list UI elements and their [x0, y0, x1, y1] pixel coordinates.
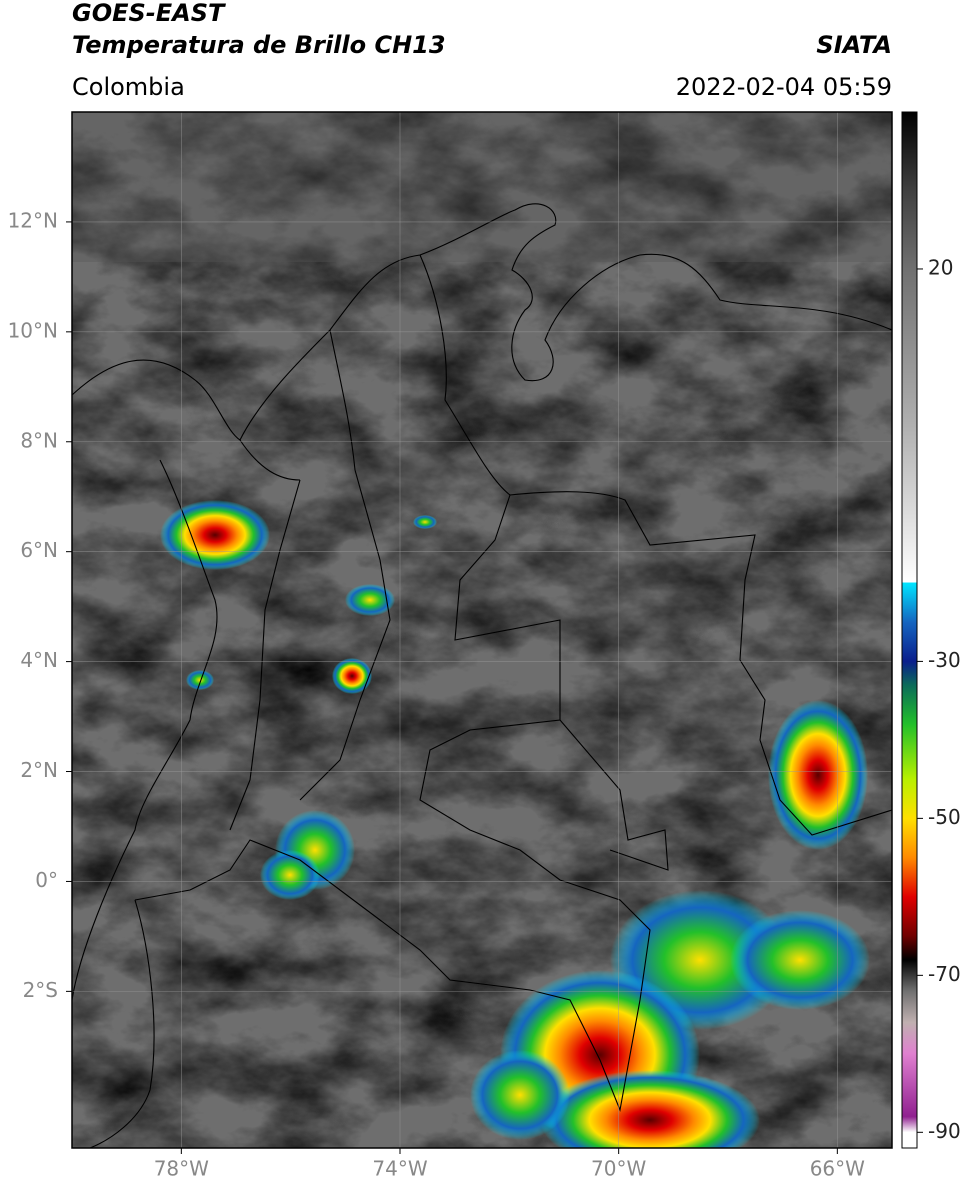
x-tick-label: 66°W: [810, 1157, 865, 1181]
source: SIATA: [816, 31, 892, 59]
y-tick-label: 2°N: [20, 758, 58, 782]
y-tick-label: 6°N: [20, 538, 58, 562]
colorbar-tick-label: -30: [928, 648, 961, 672]
x-tick-label: 74°W: [372, 1157, 427, 1181]
title: GOES-EAST: [72, 0, 226, 27]
x-tick-label: 78°W: [154, 1157, 209, 1181]
grid: [72, 112, 892, 1148]
colorbar: [901, 111, 918, 1149]
y-tick-label: 2°S: [23, 978, 58, 1002]
y-tick-label: 8°N: [20, 428, 58, 452]
y-tick-label: 0°: [35, 868, 58, 892]
colorbar-tick-label: 20: [928, 255, 953, 279]
y-tick-label: 10°N: [8, 318, 58, 342]
region: Colombia: [72, 73, 185, 101]
colorbar-tick-label: -50: [928, 805, 961, 829]
map: [72, 112, 892, 1148]
timestamp: 2022-02-04 05:59: [676, 73, 892, 101]
y-tick-label: 4°N: [20, 648, 58, 672]
caribbean-shade: [72, 112, 892, 262]
map-frame: [71, 111, 893, 1149]
subtitle: Temperatura de Brillo CH13: [72, 31, 446, 59]
storms: [160, 500, 870, 1148]
borders: [72, 203, 892, 1148]
y-tick-label: 12°N: [8, 208, 58, 232]
x-tick-label: 70°W: [591, 1157, 646, 1181]
colorbar-tick-label: -70: [928, 962, 961, 986]
colorbar-tick-label: -90: [928, 1119, 961, 1143]
